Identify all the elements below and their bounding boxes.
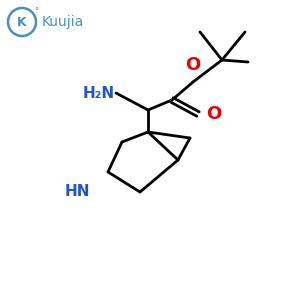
Text: °: °	[34, 8, 38, 16]
Text: O: O	[185, 56, 201, 74]
Text: HN: HN	[64, 184, 90, 200]
Text: K: K	[17, 16, 27, 28]
Text: Kuujia: Kuujia	[42, 15, 84, 29]
Text: O: O	[206, 105, 221, 123]
Text: H₂N: H₂N	[83, 85, 115, 100]
